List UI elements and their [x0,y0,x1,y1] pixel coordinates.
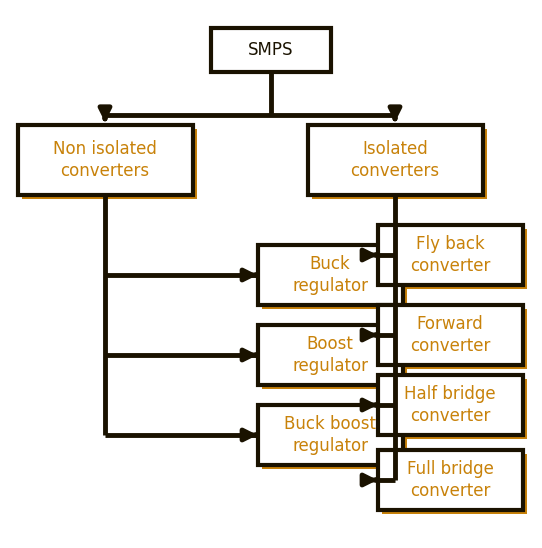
Bar [312,129,487,199]
Bar [307,125,482,195]
Bar [211,28,331,72]
Text: Non isolated
converters: Non isolated converters [53,140,157,180]
Bar [382,309,526,369]
Bar [257,325,403,385]
Bar [22,129,197,199]
Bar [261,249,406,309]
Bar [17,125,192,195]
Text: Isolated
converters: Isolated converters [351,140,440,180]
Text: Boost
regulator: Boost regulator [292,334,368,375]
Bar [261,329,406,389]
Bar [257,245,403,305]
Bar [382,229,526,289]
Bar [377,375,522,435]
Text: SMPS: SMPS [248,41,294,59]
Bar [382,454,526,514]
Text: Buck boost
regulator: Buck boost regulator [284,414,376,455]
Bar [261,409,406,469]
Text: Forward
converter: Forward converter [410,315,490,356]
Text: Buck
regulator: Buck regulator [292,255,368,295]
Text: Fly back
converter: Fly back converter [410,235,490,276]
Bar [377,305,522,365]
Bar [377,450,522,510]
Text: Full bridge
converter: Full bridge converter [406,460,493,500]
Bar [257,405,403,465]
Text: Half bridge
converter: Half bridge converter [404,385,496,425]
Bar [382,379,526,439]
Bar [377,225,522,285]
